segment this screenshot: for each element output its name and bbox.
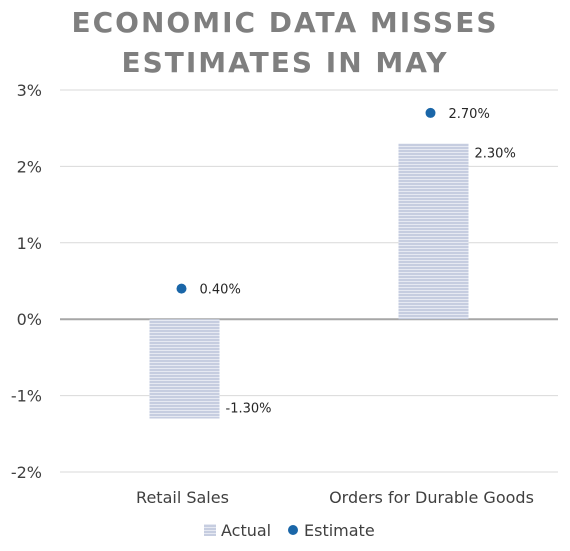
bar-actual — [398, 143, 469, 320]
y-tick-label: 2% — [17, 157, 42, 176]
legend-swatch-estimate — [288, 525, 298, 535]
chart-title-line-1: ECONOMIC DATA MISSES — [71, 6, 499, 39]
legend-swatch-actual — [204, 524, 216, 536]
marker-estimate — [425, 107, 436, 118]
legend-label-actual: Actual — [221, 521, 271, 540]
y-tick-label: -2% — [11, 463, 42, 482]
data-label-actual: -1.30% — [226, 402, 272, 417]
bar-actual — [149, 319, 220, 419]
x-category-label: Retail Sales — [136, 488, 229, 507]
marker-estimate — [176, 283, 187, 294]
chart-title-line-2: ESTIMATES IN MAY — [121, 46, 449, 79]
data-label-estimate: 0.40% — [200, 283, 241, 298]
x-category-label: Orders for Durable Goods — [329, 488, 534, 507]
y-tick-label: 3% — [17, 81, 42, 100]
data-label-estimate: 2.70% — [449, 107, 490, 122]
y-tick-label: 1% — [17, 234, 42, 253]
legend-label-estimate: Estimate — [304, 521, 375, 540]
y-tick-label: 0% — [17, 310, 42, 329]
y-tick-label: -1% — [11, 387, 42, 406]
data-label-actual: 2.30% — [475, 146, 516, 161]
